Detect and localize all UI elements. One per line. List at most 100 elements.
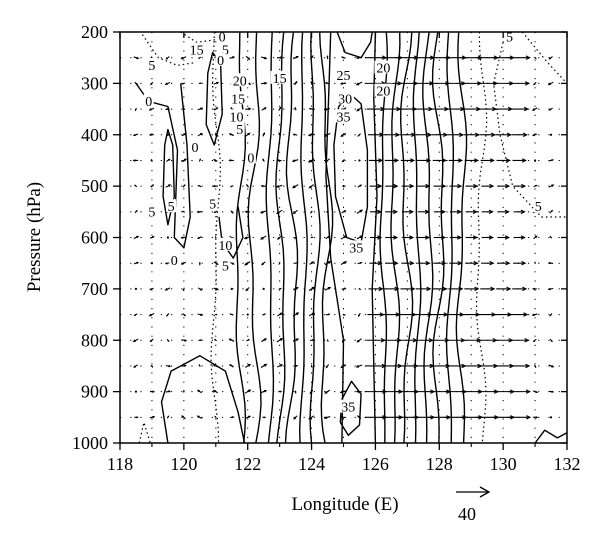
wind-vector-head [441, 260, 447, 266]
wind-vector-head [213, 211, 216, 214]
wind-vector-head [198, 363, 201, 367]
contour-line [333, 93, 369, 244]
contour-label: 15 [231, 92, 245, 107]
wind-vector-head [230, 389, 233, 392]
wind-vector-head [148, 133, 152, 137]
contour-label: 5 [209, 198, 216, 213]
wind-vector-head [278, 417, 281, 420]
y-tick-label: 800 [81, 330, 108, 350]
x-tick-label: 130 [490, 454, 517, 474]
wind-vector-head [295, 56, 299, 59]
wind-vector-head [549, 235, 552, 238]
wind-vector-head [311, 339, 315, 342]
wind-vector-head [395, 132, 401, 137]
contour-line [493, 42, 567, 218]
x-tick-label: 126 [362, 454, 389, 474]
x-tick-label: 122 [234, 454, 261, 474]
y-tick-label: 500 [81, 176, 108, 196]
wind-vector-head [214, 415, 217, 418]
contour-line [180, 31, 226, 43]
wind-vector-head [231, 262, 235, 265]
wind-vector-head [393, 235, 399, 240]
wind-vector-head [262, 132, 266, 135]
wind-vector-head [506, 132, 512, 137]
wind-vector-head [148, 108, 152, 111]
wind-vector-head [183, 314, 187, 317]
wind-vector-head [295, 262, 298, 264]
wind-vector-head [311, 236, 314, 239]
contour-line [205, 51, 223, 146]
wind-vector-head [490, 132, 497, 137]
wind-vector-head [356, 339, 360, 343]
wind-vector-head [180, 262, 184, 265]
contour-line [455, 31, 468, 444]
y-tick-label: 600 [81, 228, 108, 248]
wind-vector-head [340, 134, 344, 138]
wind-vector-head [376, 209, 383, 215]
contour-label-bg [190, 140, 201, 154]
wind-vector-head [410, 158, 416, 163]
x-tick-label: 132 [554, 454, 581, 474]
wind-vector [150, 262, 154, 265]
contour-label: 0 [192, 141, 199, 156]
y-tick-label: 1000 [72, 433, 108, 453]
wind-vector-head [531, 108, 535, 111]
wind-vector-head [278, 263, 281, 266]
wind-vector-head [534, 57, 537, 60]
wind-vector-head [327, 260, 332, 265]
wind-vector-head [132, 339, 136, 343]
wind-vector-head [505, 183, 511, 189]
wind-vector-head [279, 364, 284, 367]
contour-label: 0 [145, 95, 152, 110]
wind-vector-head [231, 416, 235, 419]
contour-label: 35 [341, 401, 355, 416]
wind-vector-head [215, 237, 217, 240]
y-tick-label: 300 [81, 73, 108, 93]
wind-vector [230, 287, 233, 290]
wind-vector-head [472, 235, 478, 240]
wind-vector-head [343, 235, 348, 239]
wind-vector-head [308, 107, 312, 110]
wind-vector-head [247, 415, 252, 419]
wind-vector-head [263, 389, 268, 393]
wind-vector-head [535, 184, 538, 187]
contour-label: 0 [247, 151, 254, 166]
wind-vector-head [521, 158, 527, 163]
contour-label-bg [245, 150, 256, 164]
wind-vector-head [232, 56, 236, 59]
wind-vector-head [489, 183, 495, 189]
wind-vector-head [215, 313, 218, 316]
wind-vector-head [216, 81, 220, 85]
wind-vector-head [150, 83, 153, 86]
wind-vector-head [522, 132, 528, 137]
wind-vector-head [456, 209, 462, 215]
wind-vector-head [442, 286, 448, 292]
wind-vector-head [324, 391, 328, 394]
contour-label: 5 [168, 200, 175, 215]
contour-label-bg [334, 68, 353, 82]
wind-vector-head [133, 365, 136, 368]
wind-vector-head [307, 159, 312, 163]
wind-vector-head [525, 389, 531, 394]
wind-vector-head [443, 132, 449, 137]
wind-vector-head [132, 133, 136, 137]
wind-vector-head [427, 132, 433, 137]
wind-vector-head [532, 133, 535, 137]
contour-line [299, 31, 308, 444]
wind-vector-head [440, 209, 446, 215]
wind-vector-head [339, 415, 344, 419]
wind-vector-head [323, 416, 328, 420]
wind-vector-head [168, 184, 172, 187]
wind-vector-head [196, 210, 200, 214]
wind-vector [358, 159, 361, 162]
wind-vector [182, 107, 185, 111]
wind-vector-head [199, 158, 201, 161]
wind-vector-head [136, 416, 139, 419]
contour-label-bg [336, 91, 355, 105]
wind-vector-head [278, 132, 281, 135]
wind-vector-head [247, 57, 251, 61]
contour-label-bg [207, 196, 218, 210]
x-axis-title: Longitude (E) [291, 494, 398, 515]
wind-vector-head [197, 57, 200, 59]
